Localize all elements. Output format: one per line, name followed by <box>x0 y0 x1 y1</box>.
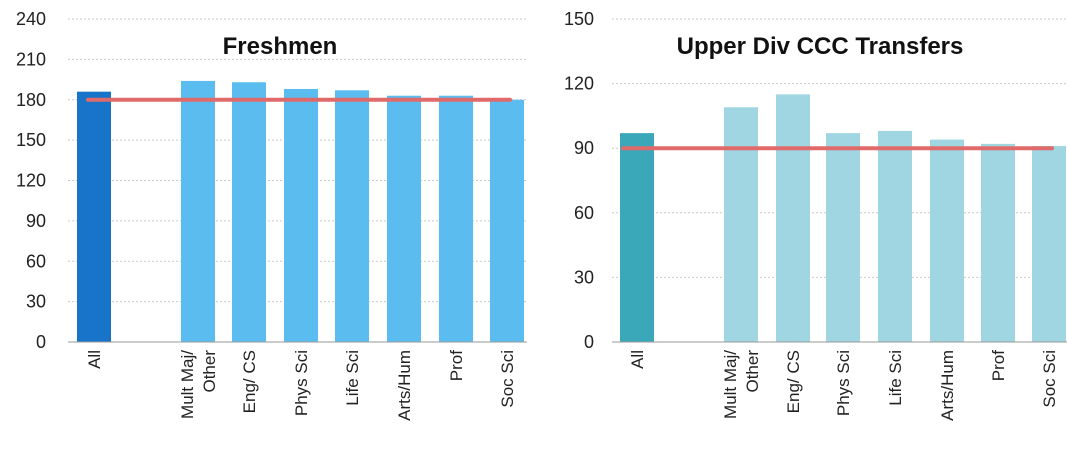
y-tick-label: 60 <box>574 203 594 223</box>
category-label: All <box>85 350 104 369</box>
y-tick-label: 0 <box>36 332 46 352</box>
chart-title: Upper Div CCC Transfers <box>677 33 964 60</box>
y-tick-label: 90 <box>26 211 46 231</box>
bar <box>1032 146 1066 342</box>
category-label: All <box>628 350 647 369</box>
category-label: Other <box>200 350 219 393</box>
category-label: Arts/Hum <box>938 350 957 421</box>
bar <box>490 99 524 342</box>
chart-title: Freshmen <box>223 33 338 60</box>
y-tick-label: 90 <box>574 138 594 158</box>
y-tick-label: 210 <box>16 49 46 69</box>
category-label: Mult Maj/ <box>178 350 197 419</box>
bar <box>826 133 860 342</box>
category-label: Prof <box>989 350 1008 381</box>
y-tick-label: 0 <box>584 332 594 352</box>
bar <box>439 95 473 343</box>
category-label: Prof <box>447 350 466 381</box>
category-label: Soc Sci <box>498 350 517 408</box>
category-label: Soc Sci <box>1040 350 1059 408</box>
category-label: Eng/ CS <box>784 350 803 413</box>
bar <box>981 143 1015 342</box>
bar <box>181 80 215 343</box>
bar <box>620 133 654 342</box>
bar <box>232 82 266 343</box>
transfers-chart-svg: Upper Div CCC Transfers 0 30 60 90 120 150 All… <box>564 9 1067 421</box>
freshmen-chart: Freshmen 0 30 60 90 120 150 180 210 240 All Mult M… <box>0 0 530 445</box>
freshmen-chart-svg: Freshmen 0 30 60 90 120 150 180 210 240 All Mult M… <box>16 9 527 421</box>
y-tick-label: 60 <box>26 251 46 271</box>
bar <box>776 94 810 342</box>
bar <box>930 139 964 342</box>
y-tick-label: 30 <box>574 267 594 287</box>
y-tick-label: 30 <box>26 292 46 312</box>
transfers-chart: Upper Div CCC Transfers 0 30 60 90 120 150 All… <box>537 0 1067 445</box>
y-tick-label: 150 <box>16 130 46 150</box>
bar <box>77 91 111 342</box>
bar <box>284 88 318 342</box>
category-label: Mult Maj/ <box>721 350 740 419</box>
bar <box>335 90 369 343</box>
category-label: Arts/Hum <box>395 350 414 421</box>
category-label: Eng/ CS <box>240 350 259 413</box>
bar <box>878 130 912 342</box>
y-tick-label: 150 <box>564 9 594 29</box>
category-label: Phys Sci <box>292 350 311 416</box>
bar <box>387 95 421 343</box>
category-label: Phys Sci <box>834 350 853 416</box>
category-label: Other <box>743 350 762 393</box>
y-tick-label: 120 <box>16 171 46 191</box>
y-tick-label: 120 <box>564 74 594 94</box>
y-tick-label: 240 <box>16 9 46 29</box>
category-label: Life Sci <box>886 350 905 406</box>
y-tick-label: 180 <box>16 90 46 110</box>
bar <box>724 107 758 342</box>
category-label: Life Sci <box>343 350 362 406</box>
